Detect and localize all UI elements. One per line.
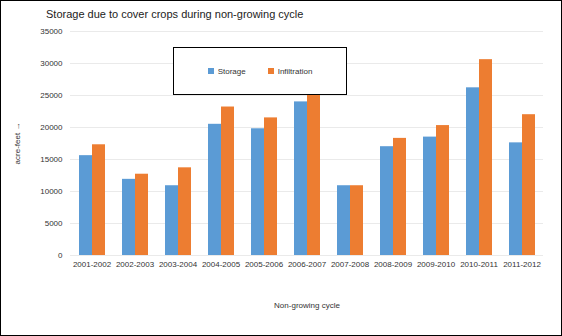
svg-text:2011-2012: 2011-2012 (503, 260, 541, 269)
svg-text:2005-2006: 2005-2006 (245, 260, 284, 269)
svg-text:2001-2002: 2001-2002 (73, 260, 112, 269)
svg-text:0: 0 (58, 251, 63, 260)
svg-text:2007-2008: 2007-2008 (331, 260, 370, 269)
svg-text:2002-2003: 2002-2003 (116, 260, 155, 269)
svg-text:2010-2011: 2010-2011 (460, 260, 498, 269)
svg-text:25000: 25000 (40, 91, 63, 100)
svg-text:2009-2010: 2009-2010 (417, 260, 456, 269)
html-text:Storage: Storage (217, 66, 246, 76)
svg-text:2004-2005: 2004-2005 (202, 260, 241, 269)
svg-text:5000: 5000 (45, 219, 63, 228)
svg-text:15000: 15000 (40, 155, 63, 164)
svg-text:35000: 35000 (40, 27, 63, 36)
svg-text:Non-growing cycle: Non-growing cycle (274, 301, 340, 310)
svg-text:acre-feet →: acre-feet → (13, 123, 22, 165)
svg-text:2008-2009: 2008-2009 (374, 260, 413, 269)
svg-text:10000: 10000 (40, 187, 63, 196)
svg-text:2003-2004: 2003-2004 (159, 260, 198, 269)
svg-text:30000: 30000 (40, 59, 63, 68)
svg-text:20000: 20000 (40, 123, 63, 132)
html-text:Storage due to cover crops dur: Storage due to cover crops during non-gr… (46, 8, 304, 20)
html-text:Infiltration: Infiltration (277, 66, 313, 76)
svg-text:2006-2007: 2006-2007 (288, 260, 327, 269)
